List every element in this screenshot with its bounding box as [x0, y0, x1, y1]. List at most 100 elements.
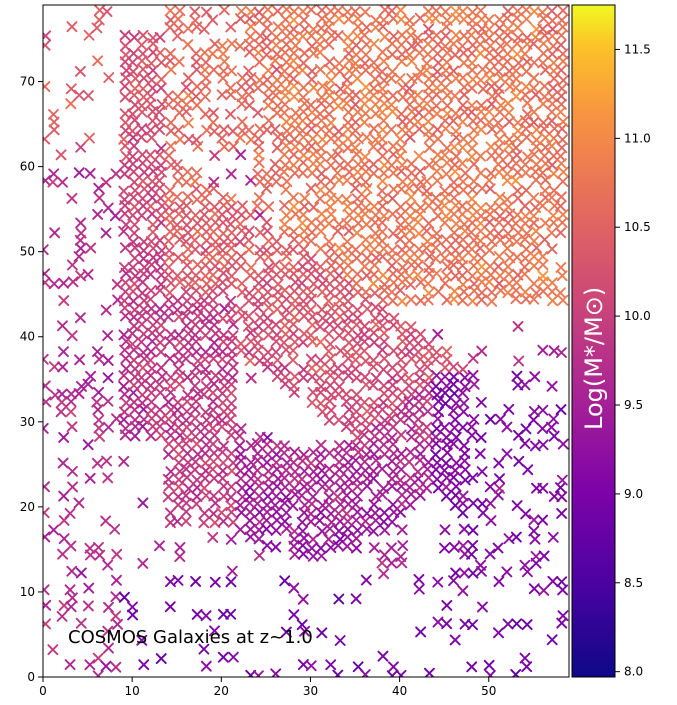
scatter-point	[440, 481, 452, 493]
scatter-point	[421, 175, 433, 187]
scatter-point	[537, 482, 549, 494]
scatter-point	[351, 465, 363, 477]
scatter-point	[333, 508, 345, 519]
scatter-point	[155, 116, 167, 128]
scatter-point	[243, 287, 255, 299]
scatter-point	[528, 235, 540, 247]
scatter-point	[412, 269, 424, 281]
scatter-point	[548, 168, 560, 180]
scatter-point	[305, 286, 317, 298]
scatter-point	[145, 285, 157, 296]
scatter-point	[476, 498, 488, 510]
scatter-point	[530, 89, 542, 101]
scatter-point	[531, 134, 542, 146]
scatter-point	[199, 91, 211, 103]
scatter-point	[466, 548, 478, 560]
scatter-point	[55, 406, 67, 418]
scatter-point	[102, 625, 114, 637]
scatter-point	[180, 81, 192, 93]
scatter-point	[226, 65, 237, 77]
scatter-point	[234, 465, 246, 477]
scatter-point	[93, 192, 105, 204]
scatter-point	[297, 372, 309, 384]
scatter-point	[164, 380, 176, 392]
scatter-point	[502, 261, 514, 273]
scatter-point	[430, 449, 442, 461]
scatter-point	[343, 337, 355, 349]
scatter-point	[394, 133, 406, 145]
scatter-point	[172, 404, 184, 416]
scatter-point	[119, 242, 131, 254]
scatter-point	[261, 168, 273, 180]
scatter-point	[279, 83, 291, 95]
scatter-point	[450, 244, 461, 256]
scatter-point	[43, 133, 51, 145]
scatter-point	[226, 260, 238, 272]
scatter-point	[492, 48, 504, 60]
scatter-point	[412, 32, 424, 44]
scatter-point	[118, 455, 130, 467]
scatter-point	[280, 328, 292, 340]
scatter-point	[127, 338, 138, 350]
scatter-point	[448, 361, 459, 373]
scatter-point	[306, 362, 318, 374]
scatter-point	[467, 524, 479, 536]
scatter-point	[120, 277, 131, 289]
scatter-point	[332, 491, 344, 503]
scatter-point	[93, 386, 105, 398]
scatter-point	[261, 49, 273, 61]
scatter-point	[492, 261, 504, 272]
scatter-point	[279, 515, 291, 527]
scatter-point	[279, 218, 291, 230]
scatter-point	[537, 57, 549, 69]
scatter-point	[261, 225, 273, 237]
scatter-point	[367, 525, 379, 537]
scatter-point	[528, 251, 540, 263]
scatter-point	[403, 235, 415, 247]
scatter-point	[385, 99, 397, 111]
scatter-point	[171, 304, 183, 316]
scatter-point	[414, 438, 426, 450]
scatter-point	[386, 159, 398, 171]
scatter-point	[512, 185, 524, 197]
chart-annotation: COSMOS Galaxies at z~1.0	[68, 627, 313, 648]
scatter-point	[100, 177, 112, 188]
scatter-point	[217, 397, 229, 409]
scatter-point	[547, 531, 559, 543]
colorbar-axis: 8.0 8.5 9.0 9.5 10.0 10.5 11.0 11.5	[615, 42, 651, 679]
scatter-point	[422, 278, 434, 290]
scatter-point	[555, 64, 567, 76]
scatter-point	[56, 396, 68, 408]
scatter-point	[236, 91, 248, 103]
scatter-point	[412, 72, 424, 84]
scatter-point	[475, 5, 487, 17]
scatter-point	[253, 149, 265, 161]
scatter-point	[189, 244, 201, 255]
scatter-point	[262, 65, 274, 76]
scatter-point	[299, 192, 311, 204]
scatter-point	[288, 609, 300, 621]
scatter-point	[324, 473, 336, 485]
scatter-point	[528, 293, 540, 305]
scatter-point	[136, 389, 148, 401]
scatter-point	[66, 192, 78, 204]
scatter-point	[483, 106, 495, 118]
scatter-point	[189, 234, 201, 246]
scatter-point	[395, 669, 407, 677]
scatter-point	[457, 176, 469, 188]
scatter-point	[546, 115, 558, 127]
scatter-point	[244, 31, 256, 43]
scatter-point	[67, 481, 79, 493]
scatter-point	[270, 319, 282, 331]
scatter-point	[485, 515, 497, 527]
scatter-point	[162, 396, 174, 408]
scatter-point	[253, 277, 265, 289]
scatter-point	[476, 287, 488, 299]
scatter-point	[412, 466, 424, 478]
y-tick-label: 0	[27, 670, 35, 684]
scatter-point	[279, 575, 291, 587]
scatter-point	[547, 23, 559, 35]
scatter-point	[519, 379, 531, 391]
scatter-point	[486, 295, 498, 307]
plot-frame	[42, 4, 570, 678]
